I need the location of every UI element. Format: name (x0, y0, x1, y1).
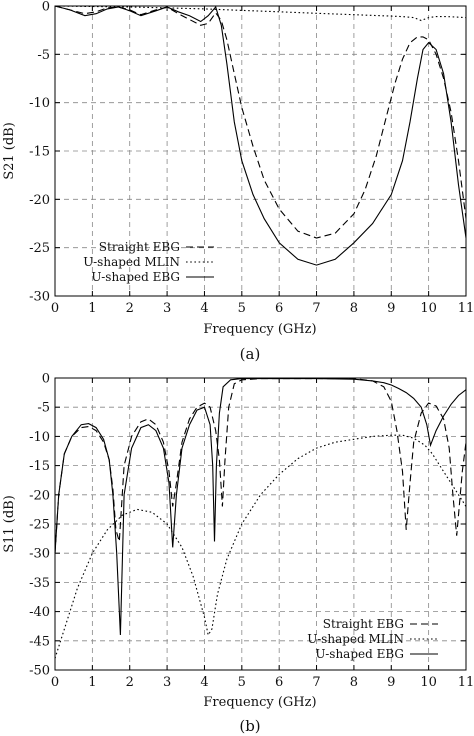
chart-s21-legend-label-straight-ebg: Straight EBG (99, 240, 180, 254)
chart-s11-x-tick-label-6: 6 (275, 675, 283, 690)
chart-s21-x-tick-label-11: 11 (458, 301, 474, 316)
chart-s11-x-tick-label-7: 7 (312, 675, 320, 690)
chart-s21-y-ticks: 0 -5 -10 -15 -20 -25 -30 (29, 0, 466, 305)
chart-s11-caption: (b) (239, 717, 260, 735)
chart-s21-y-tick-label-3: -15 (29, 145, 50, 160)
chart-s21-x-tick-label-6: 6 (275, 301, 283, 316)
chart-s11-x-ticks: 0 1 2 3 4 5 6 7 8 9 10 11 (51, 378, 474, 690)
chart-s21-y-axis-label: S21 (dB) (2, 122, 17, 180)
chart-s21-y-tick-label-2: -10 (29, 96, 50, 111)
chart-s11-series (54, 378, 467, 659)
chart-s11: 0 1 2 3 4 5 6 7 8 9 10 11 0 -5 -10 -15 -20 -25 -30 -35 -40 -… (2, 372, 474, 736)
chart-s21-x-ticks: 0 1 2 3 4 5 6 7 8 9 10 11 (51, 6, 474, 316)
chart-s21-x-axis-label: Frequency (GHz) (203, 322, 316, 337)
chart-s21-y-tick-label-6: -30 (29, 290, 50, 305)
chart-s21-series-u-shaped-mlin (54, 5, 467, 22)
chart-s11-x-tick-label-2: 2 (126, 675, 134, 690)
chart-s21: 0 1 2 3 4 5 6 7 8 9 10 11 0 -5 -10 -15 -20 -25 -30 Freque… (2, 0, 474, 363)
chart-s11-y-tick-label-7: -35 (29, 576, 50, 591)
chart-s21-series (54, 5, 467, 266)
chart-s11-legend-label-straight-ebg: Straight EBG (323, 617, 404, 631)
chart-s21-x-tick-label-5: 5 (238, 301, 246, 316)
chart-s21-y-tick-label-1: -5 (37, 48, 50, 63)
chart-s11-x-tick-label-11: 11 (458, 675, 474, 690)
chart-s21-y-tick-label-4: -20 (29, 193, 50, 208)
chart-s11-x-tick-label-1: 1 (88, 675, 96, 690)
chart-s11-x-tick-label-4: 4 (200, 675, 208, 690)
chart-s11-x-tick-label-9: 9 (387, 675, 395, 690)
chart-s21-grid (55, 6, 466, 296)
chart-s11-y-tick-label-5: -25 (29, 518, 50, 533)
chart-s21-x-tick-label-9: 9 (387, 301, 395, 316)
chart-s21-x-tick-label-7: 7 (312, 301, 320, 316)
chart-s21-x-tick-label-0: 0 (51, 301, 59, 316)
chart-s21-series-straight-ebg (54, 5, 467, 239)
chart-s11-x-axis-label: Frequency (GHz) (203, 695, 316, 710)
chart-s11-series-straight-ebg (54, 378, 467, 554)
chart-s11-y-tick-label-8: -40 (29, 605, 50, 620)
chart-s21-x-tick-label-8: 8 (350, 301, 358, 316)
chart-s21-x-tick-label-4: 4 (200, 301, 208, 316)
chart-s11-plot-frame (54, 377, 467, 671)
chart-s11-x-tick-label-8: 8 (350, 675, 358, 690)
chart-s11-series-u-shaped-ebg (54, 378, 467, 636)
chart-s11-y-tick-label-3: -15 (29, 459, 50, 474)
chart-s11-x-tick-label-0: 0 (51, 675, 59, 690)
chart-s11-y-tick-label-0: 0 (42, 372, 50, 387)
chart-s11-y-tick-label-9: -45 (29, 634, 50, 649)
chart-s21-legend-label-u-shaped-ebg: U-shaped EBG (91, 270, 180, 284)
chart-s11-y-tick-label-6: -30 (29, 547, 50, 562)
chart-s11-y-tick-label-1: -5 (37, 401, 50, 416)
chart-s11-legend-label-u-shaped-mlin: U-shaped MLIN (307, 632, 404, 646)
chart-s11-y-tick-label-10: -50 (29, 664, 50, 679)
chart-s21-y-tick-label-0: 0 (42, 0, 50, 15)
chart-s21-x-tick-label-10: 10 (420, 301, 437, 316)
chart-s21-legend-label-u-shaped-mlin: U-shaped MLIN (83, 255, 180, 269)
chart-s21-x-tick-label-2: 2 (126, 301, 134, 316)
chart-s11-legend-label-u-shaped-ebg: U-shaped EBG (315, 647, 404, 661)
chart-s11-y-ticks: 0 -5 -10 -15 -20 -25 -30 -35 -40 -45 -50 (29, 372, 466, 679)
chart-s11-x-tick-label-10: 10 (420, 675, 437, 690)
chart-s11-y-axis-label: S11 (dB) (2, 495, 17, 553)
chart-s11-y-tick-label-2: -10 (29, 430, 50, 445)
chart-s11-x-tick-label-3: 3 (163, 675, 171, 690)
chart-s21-x-tick-label-3: 3 (163, 301, 171, 316)
chart-s21-x-tick-label-1: 1 (88, 301, 96, 316)
chart-s11-y-tick-label-4: -20 (29, 488, 50, 503)
chart-s21-y-tick-label-5: -25 (29, 241, 50, 256)
chart-s11-series-u-shaped-mlin (54, 434, 467, 659)
chart-s11-x-tick-label-5: 5 (238, 675, 246, 690)
chart-s21-caption: (a) (240, 345, 261, 363)
chart-s11-grid (55, 378, 466, 670)
chart-s21-series-u-shaped-ebg (54, 5, 467, 266)
